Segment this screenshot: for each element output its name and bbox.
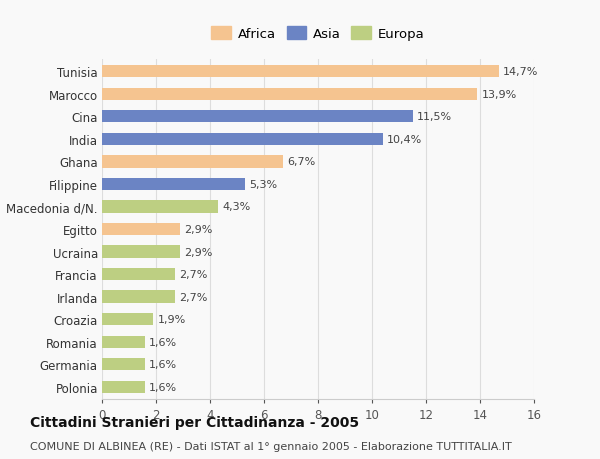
Text: 5,3%: 5,3% <box>249 179 277 190</box>
Bar <box>102 291 175 303</box>
Text: 10,4%: 10,4% <box>387 134 422 145</box>
Text: 1,6%: 1,6% <box>149 337 178 347</box>
Text: 6,7%: 6,7% <box>287 157 315 167</box>
Text: 1,9%: 1,9% <box>157 314 185 325</box>
Bar <box>102 133 383 146</box>
Text: 14,7%: 14,7% <box>503 67 538 77</box>
Text: 2,7%: 2,7% <box>179 269 208 280</box>
Bar <box>102 201 218 213</box>
Bar <box>102 88 478 101</box>
Text: 2,9%: 2,9% <box>184 247 213 257</box>
Text: 4,3%: 4,3% <box>222 202 250 212</box>
Text: COMUNE DI ALBINEA (RE) - Dati ISTAT al 1° gennaio 2005 - Elaborazione TUTTITALIA: COMUNE DI ALBINEA (RE) - Dati ISTAT al 1… <box>30 441 512 451</box>
Text: 1,6%: 1,6% <box>149 382 178 392</box>
Text: Cittadini Stranieri per Cittadinanza - 2005: Cittadini Stranieri per Cittadinanza - 2… <box>30 415 359 429</box>
Bar <box>102 381 145 393</box>
Bar <box>102 66 499 78</box>
Legend: Africa, Asia, Europa: Africa, Asia, Europa <box>206 22 430 46</box>
Bar <box>102 358 145 371</box>
Bar <box>102 313 154 326</box>
Bar <box>102 111 413 123</box>
Bar <box>102 224 181 235</box>
Text: 2,7%: 2,7% <box>179 292 208 302</box>
Bar <box>102 336 145 348</box>
Text: 2,9%: 2,9% <box>184 224 213 235</box>
Bar <box>102 156 283 168</box>
Text: 1,6%: 1,6% <box>149 359 178 369</box>
Text: 13,9%: 13,9% <box>481 90 517 100</box>
Bar <box>102 269 175 280</box>
Bar <box>102 179 245 190</box>
Text: 11,5%: 11,5% <box>416 112 452 122</box>
Bar <box>102 246 181 258</box>
